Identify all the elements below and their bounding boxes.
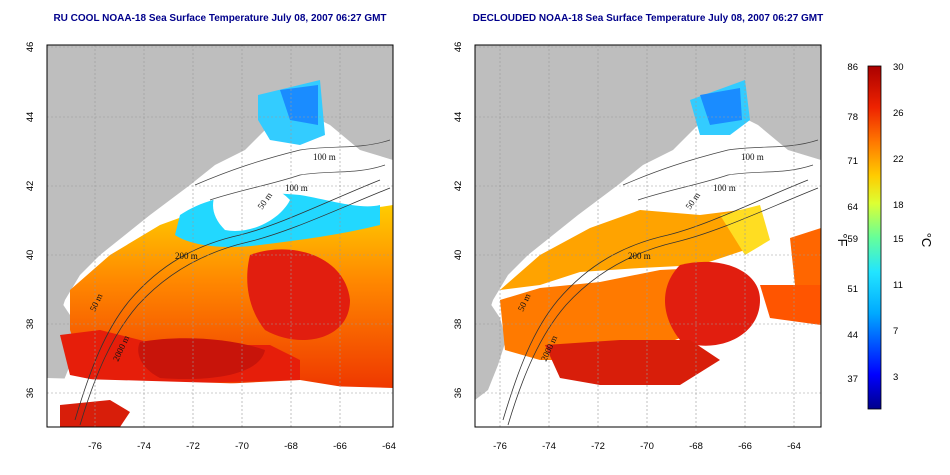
panel-title: RU COOL NOAA-18 Sea Surface Temperature … — [53, 13, 386, 24]
x-tick-label: -68 — [689, 441, 703, 452]
fahrenheit-tick: 59 — [847, 234, 858, 245]
x-tick-label: -76 — [493, 441, 507, 452]
celsius-tick: 11 — [893, 280, 903, 291]
y-tick-label: 42 — [25, 181, 36, 192]
y-tick-label: 46 — [25, 42, 36, 53]
y-tick-label: 40 — [25, 250, 36, 261]
y-tick-label: 38 — [25, 319, 36, 330]
contour-label: 100 m — [713, 183, 736, 193]
fahrenheit-tick: 51 — [847, 284, 858, 295]
x-tick-label: -76 — [88, 441, 102, 452]
colorbar: 86 78 71 64 59 51 44 37 30 26 22 18 15 1… — [835, 62, 934, 410]
x-tick-label: -70 — [235, 441, 249, 452]
contour-label: 200 m — [628, 251, 651, 261]
y-tick-label: 44 — [25, 112, 36, 123]
map-frame — [46, 44, 394, 428]
panel-title: DECLOUDED NOAA-18 Sea Surface Temperatur… — [473, 13, 824, 24]
x-tick-label: -66 — [738, 441, 752, 452]
colorbar-gradient — [867, 65, 882, 410]
fahrenheit-tick: 64 — [847, 202, 858, 213]
y-tick-label: 46 — [453, 42, 464, 53]
x-tick-label: -72 — [591, 441, 605, 452]
celsius-tick: 7 — [893, 326, 898, 337]
y-axis-right: 46 44 42 40 38 36 — [453, 42, 464, 399]
celsius-unit-label: °C — [919, 233, 934, 248]
x-tick-label: -64 — [382, 441, 396, 452]
celsius-tick: 15 — [893, 234, 904, 245]
y-tick-label: 44 — [453, 112, 464, 123]
x-tick-label: -74 — [137, 441, 151, 452]
y-axis-left: 46 44 42 40 38 36 — [25, 42, 36, 399]
fahrenheit-tick: 86 — [847, 62, 858, 73]
contour-label: 100 m — [285, 183, 308, 193]
contour-label: 200 m — [175, 251, 198, 261]
celsius-tick: 3 — [893, 372, 898, 383]
x-axis-right: -76 -74 -72 -70 -68 -66 -64 — [493, 441, 801, 452]
celsius-tick: 30 — [893, 62, 904, 73]
contour-label: 100 m — [741, 152, 764, 162]
x-tick-label: -66 — [333, 441, 347, 452]
celsius-tick: 22 — [893, 154, 904, 165]
y-tick-label: 40 — [453, 250, 464, 261]
celsius-tick: 26 — [893, 108, 904, 119]
y-tick-label: 36 — [25, 388, 36, 399]
y-tick-label: 36 — [453, 388, 464, 399]
celsius-tick: 18 — [893, 200, 904, 211]
x-tick-label: -64 — [787, 441, 801, 452]
x-tick-label: -72 — [186, 441, 200, 452]
sst-map-left: 100 m 100 m 50 m 200 m 50 m 2000 m — [47, 45, 393, 427]
y-tick-label: 42 — [453, 181, 464, 192]
x-tick-label: -70 — [640, 441, 654, 452]
fahrenheit-tick: 71 — [847, 156, 858, 167]
fahrenheit-tick: 44 — [847, 330, 858, 341]
y-tick-label: 38 — [453, 319, 464, 330]
x-tick-label: -74 — [542, 441, 556, 452]
fahrenheit-unit-label: °F — [835, 233, 850, 246]
fahrenheit-tick: 37 — [847, 374, 858, 385]
fahrenheit-tick: 78 — [847, 112, 858, 123]
x-axis-left: -76 -74 -72 -70 -68 -66 -64 — [88, 441, 396, 452]
contour-label: 100 m — [313, 152, 336, 162]
sst-map-right: 100 m 100 m 50 m 200 m 50 m 2000 m — [475, 45, 821, 427]
map-frame — [474, 44, 822, 428]
x-tick-label: -68 — [284, 441, 298, 452]
